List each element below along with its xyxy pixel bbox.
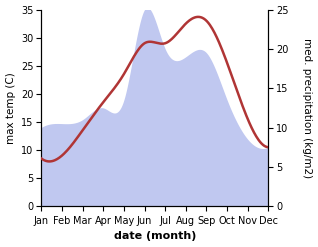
Y-axis label: med. precipitation (kg/m2): med. precipitation (kg/m2) [302,38,313,178]
Y-axis label: max temp (C): max temp (C) [5,72,16,144]
X-axis label: date (month): date (month) [114,231,196,242]
